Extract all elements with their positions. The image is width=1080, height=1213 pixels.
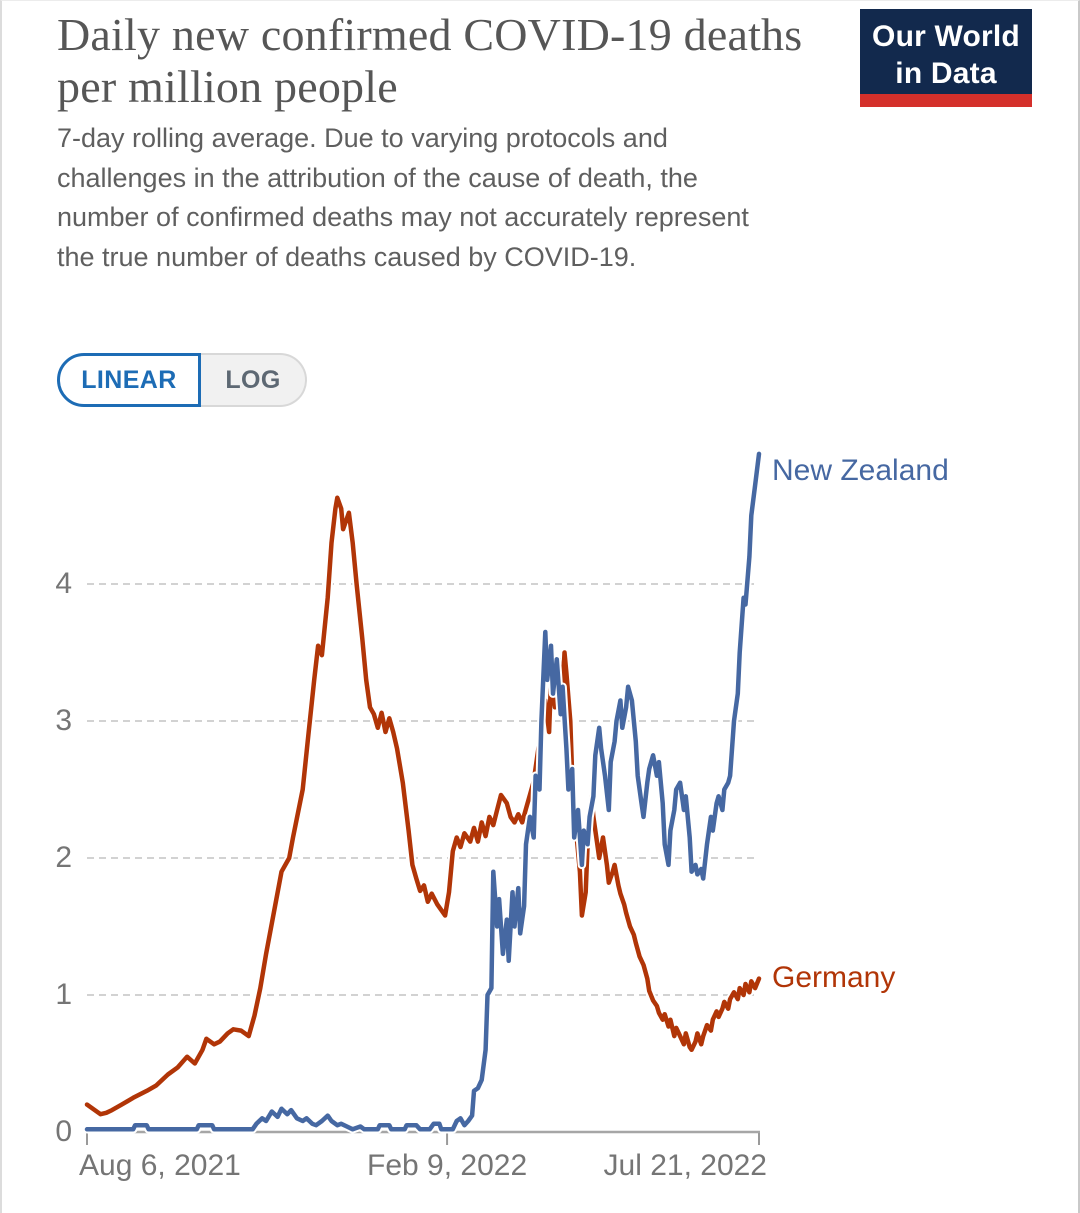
owid-logo-line2: in Data [895,56,997,90]
y-tick-label: 1 [55,978,72,1011]
y-tick-label: 4 [55,567,72,600]
owid-logo-line1: Our World [872,20,1020,53]
chart-subtitle: 7-day rolling average. Due to varying pr… [57,123,749,273]
x-tick-label: Jul 21, 2022 [603,1149,767,1182]
scale-toggle: LINEAR LOG [57,353,307,407]
y-tick-label: 3 [55,704,72,737]
y-tick-label: 0 [55,1115,72,1148]
x-tick-label: Feb 9, 2022 [367,1149,528,1182]
linear-scale-button[interactable]: LINEAR [57,353,201,407]
owid-logo: Our World in Data [860,9,1032,107]
series-label-new-zealand: New Zealand [772,454,949,487]
series-halo-new-zealand [82,449,764,1134]
page-title: Daily new confirmed COVID-19 deaths per … [57,9,803,112]
series-line-germany [84,495,762,1117]
x-tick-label: Aug 6, 2021 [79,1149,241,1182]
owid-logo-red-bar [860,94,1032,107]
owid-logo-text: Our World in Data [860,9,1032,93]
y-tick-label: 2 [55,841,72,874]
series-halo-germany [82,493,764,1119]
log-scale-button[interactable]: LOG [201,353,307,407]
series-label-germany: Germany [772,961,896,994]
series-line-new-zealand [84,451,762,1132]
